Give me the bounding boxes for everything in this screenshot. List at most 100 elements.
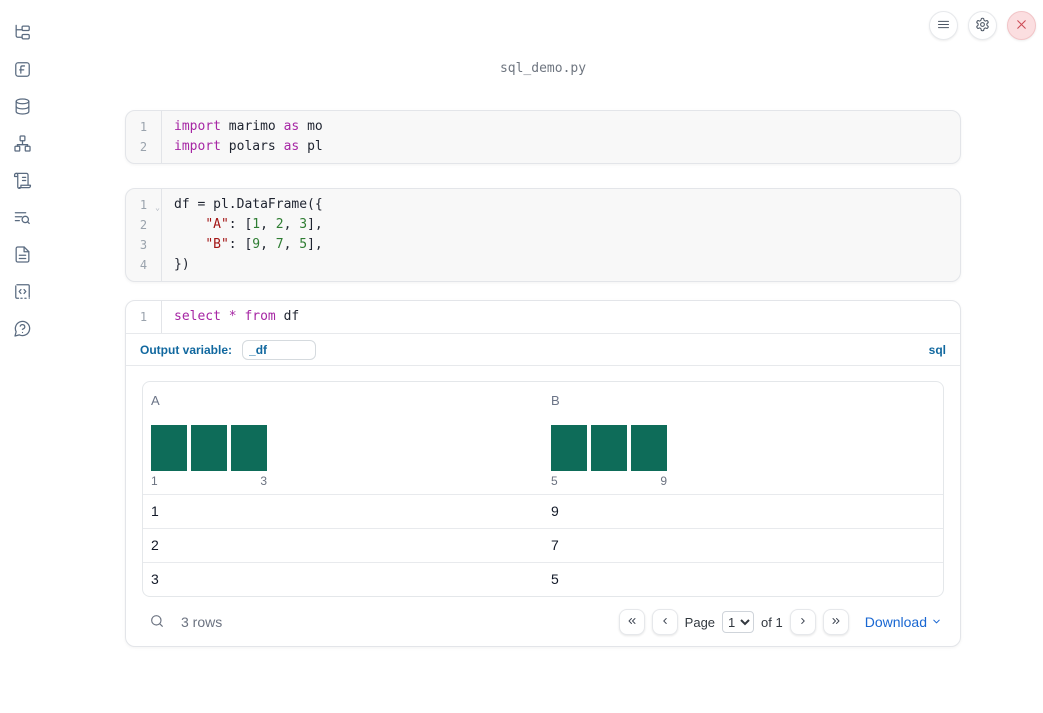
- code-editor[interactable]: df = pl.DataFrame({ "A": [1, 2, 3], "B":…: [162, 189, 960, 281]
- settings-button[interactable]: [968, 11, 997, 40]
- function-square-icon: [13, 60, 32, 82]
- code-line: }): [174, 257, 190, 272]
- chevron-right-icon: [797, 615, 809, 630]
- last-page-button[interactable]: [822, 609, 849, 635]
- dataframe-table: A 1 3 B: [142, 381, 944, 597]
- page-select[interactable]: 1: [722, 611, 755, 633]
- download-label: Download: [864, 614, 927, 630]
- hamburger-menu-icon: [936, 17, 951, 35]
- chevrons-left-icon: [626, 615, 638, 630]
- table-search-button[interactable]: [148, 613, 166, 631]
- shutdown-button[interactable]: [1007, 11, 1036, 40]
- hist-max-label: 3: [260, 474, 267, 488]
- chevron-left-icon: [659, 615, 671, 630]
- histogram-bar: [191, 425, 227, 471]
- code-snippets-icon: [13, 282, 32, 304]
- snippets-button[interactable]: [12, 283, 32, 303]
- gear-icon: [975, 17, 990, 35]
- line-number: 2: [139, 140, 148, 154]
- sql-cell[interactable]: 1 select * from df Output variable: sql …: [125, 300, 961, 647]
- fold-chevron-icon[interactable]: ⌄: [155, 203, 160, 212]
- help-chat-icon: [13, 319, 32, 341]
- menu-button[interactable]: [929, 11, 958, 40]
- histogram-bar: [551, 425, 587, 471]
- close-x-icon: [1014, 17, 1029, 35]
- column-name: B: [551, 393, 560, 408]
- download-button[interactable]: Download: [865, 614, 942, 630]
- table-footer: 3 rows: [142, 609, 944, 635]
- output-variable-label: Output variable:: [140, 342, 233, 357]
- table-cell: 5: [551, 571, 559, 587]
- prev-page-button[interactable]: [651, 609, 678, 635]
- documentation-button[interactable]: [12, 246, 32, 266]
- sql-language-badge: sql: [928, 342, 946, 357]
- column-histogram: 5 9: [551, 425, 667, 488]
- text-search-icon: [13, 208, 32, 230]
- code-line: import marimo as mo: [174, 119, 323, 134]
- outline-search-button[interactable]: [12, 209, 32, 229]
- code-cell-dataframe[interactable]: 1 ⌄ 2 3 4 df = pl.DataFrame({ "A": [1, 2, 3]…: [125, 188, 961, 282]
- file-tree-button[interactable]: [12, 24, 32, 44]
- logs-scroll-icon: [13, 171, 32, 193]
- histogram-bar: [631, 425, 667, 471]
- hist-min-label: 5: [551, 474, 558, 488]
- line-number: 4: [139, 258, 148, 272]
- histogram-bar: [591, 425, 627, 471]
- table-cell: 7: [551, 537, 559, 553]
- code-editor[interactable]: import marimo as mo import polars as pl: [162, 111, 960, 163]
- table-cell: 9: [551, 503, 559, 519]
- table-cell: 2: [151, 537, 159, 553]
- database-icon: [13, 97, 32, 119]
- window-controls: [929, 11, 1036, 40]
- code-line: "A": [1, 2, 3],: [205, 217, 323, 232]
- code-line: "B": [9, 7, 5],: [205, 237, 323, 252]
- search-icon: [149, 613, 165, 632]
- histogram-bar: [231, 425, 267, 471]
- hist-max-label: 9: [660, 474, 667, 488]
- histogram-bar: [151, 425, 187, 471]
- table-cell: 3: [151, 571, 159, 587]
- code-line: df = pl.DataFrame({: [174, 197, 323, 212]
- page-of-label: of 1: [761, 614, 783, 630]
- file-tree-icon: [13, 23, 32, 45]
- code-line: import polars as pl: [174, 139, 323, 154]
- logs-button[interactable]: [12, 172, 32, 192]
- line-number-gutter: 1: [126, 301, 162, 333]
- output-variable-input[interactable]: [242, 339, 317, 360]
- notebook-filename: sql_demo.py: [499, 61, 587, 76]
- document-icon: [13, 245, 32, 267]
- code-line: select * from df: [174, 309, 300, 324]
- row-count-label: 3 rows: [181, 614, 223, 630]
- column-name: A: [151, 393, 160, 408]
- table-cell: 1: [151, 503, 159, 519]
- column-header-a[interactable]: A 1 3: [143, 382, 543, 494]
- next-page-button[interactable]: [789, 609, 816, 635]
- help-button[interactable]: [12, 320, 32, 340]
- helper-panel-sidebar: [0, 0, 44, 713]
- datasources-button[interactable]: [12, 98, 32, 118]
- cell-output: A 1 3 B: [126, 366, 960, 646]
- sql-editor-input[interactable]: select * from df: [162, 301, 960, 333]
- chevrons-right-icon: [830, 615, 842, 630]
- first-page-button[interactable]: [618, 609, 645, 635]
- line-number: 3: [139, 238, 148, 252]
- dependency-graph-icon: [13, 134, 32, 156]
- pagination-controls: Page 1 of 1: [618, 609, 849, 635]
- line-number-gutter: 1 ⌄ 2 3 4: [126, 189, 162, 281]
- line-number: 1 ⌄: [126, 195, 161, 215]
- hist-min-label: 1: [151, 474, 158, 488]
- line-number: 2: [139, 218, 148, 232]
- dependencies-button[interactable]: [12, 135, 32, 155]
- variables-button[interactable]: [12, 61, 32, 81]
- column-histogram: 1 3: [151, 425, 267, 488]
- line-number: 1: [139, 120, 148, 134]
- page-label: Page: [684, 614, 716, 630]
- column-header-b[interactable]: B 5 9: [543, 382, 943, 494]
